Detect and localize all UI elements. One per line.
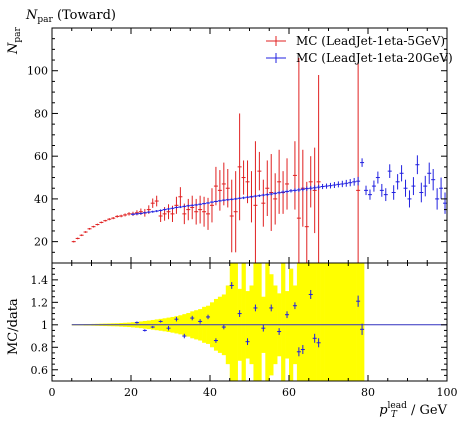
main-y-tick-label: 100: [27, 65, 48, 78]
main-y-tick-label: 80: [34, 107, 48, 120]
plot-title-main: N: [25, 8, 38, 23]
x-axis-label-tail: / GeV: [407, 403, 448, 418]
series-2: [130, 155, 448, 216]
ratio-uncertainty-band: [360, 263, 365, 381]
ratio-y-tick-label: 1: [41, 319, 48, 332]
main-y-tick-label: 20: [34, 236, 48, 249]
ratio-y-tick-label: 0.6: [31, 364, 49, 377]
ratio-uncertainty-band: [340, 263, 345, 381]
ratio-uncertainty-band: [308, 263, 313, 381]
ratio-uncertainty-band: [328, 263, 333, 381]
ratio-uncertainty-band: [332, 263, 337, 381]
y-axis-label-main: Npar: [6, 26, 23, 55]
plot-title-sub: par: [37, 15, 53, 25]
plot-title-tail: (Toward): [53, 8, 116, 23]
series-1: [71, 57, 361, 263]
main-y-tick-label: 40: [34, 193, 48, 206]
ratio-y-tick-label: 1.2: [31, 296, 49, 309]
ratio-uncertainty-band: [229, 263, 234, 381]
ratio-uncertainty-band: [348, 263, 353, 381]
ratio-uncertainty-band: [296, 263, 302, 381]
ratio-uncertainty-band: [316, 263, 321, 381]
y-axis-label-main-sub: par: [13, 26, 23, 42]
x-axis-label-sub: T: [391, 410, 398, 420]
ratio-x-tick-label: 60: [282, 386, 296, 399]
legend-label-1: MC (LeadJet-1eta-5GeV): [296, 34, 445, 48]
ratio-x-tick-label: 80: [361, 386, 375, 399]
x-axis-label: plead T / GeV: [379, 401, 447, 420]
ratio-uncertainty-band: [281, 263, 286, 381]
ratio-panel: 0.6 0.8 1 1.2 1.4 0 20 40 60 80 100: [31, 262, 458, 399]
main-y-tick-label: 60: [34, 150, 48, 163]
ratio-uncertainty-band: [312, 263, 317, 381]
ratio-uncertainty-band: [300, 263, 306, 381]
y-axis-label-main-n: N: [6, 42, 21, 55]
ratio-y-tick-label: 1.4: [31, 274, 49, 287]
ratio-x-tick-label: 0: [49, 386, 56, 399]
ratio-x-tick-label: 100: [437, 386, 458, 399]
ratio-uncertainty-band: [257, 263, 262, 381]
ratio-uncertainty-band: [336, 263, 341, 381]
ratio-uncertainty-band: [265, 263, 270, 381]
y-axis-label-ratio: MC/data: [6, 298, 21, 355]
main-panel: 20 40 60 80 100: [27, 27, 448, 264]
ratio-uncertainty-band: [344, 263, 349, 381]
ratio-uncertainty-band: [241, 263, 246, 381]
x-axis-label-sup: lead: [388, 401, 408, 411]
ratio-uncertainty-band: [320, 263, 325, 381]
ratio-uncertainty-band: [356, 263, 361, 381]
plot-title: Npar (Toward): [25, 8, 116, 25]
legend-label-2: MC (LeadJet-1eta-20GeV): [296, 51, 453, 65]
legend: MC (LeadJet-1eta-5GeV) MC (LeadJet-1eta-2…: [266, 34, 453, 65]
ratio-uncertainty-band: [233, 263, 238, 381]
ratio-uncertainty-band: [324, 263, 329, 381]
ratio-uncertainty-band: [352, 263, 357, 381]
ratio-y-tick-label: 0.8: [31, 341, 49, 354]
ratio-x-tick-label: 20: [124, 386, 138, 399]
ratio-uncertainty-band: [253, 263, 258, 381]
ratio-x-tick-label: 40: [203, 386, 217, 399]
ratio-uncertainty-band: [304, 263, 310, 381]
x-axis-label-p: p: [379, 403, 388, 418]
